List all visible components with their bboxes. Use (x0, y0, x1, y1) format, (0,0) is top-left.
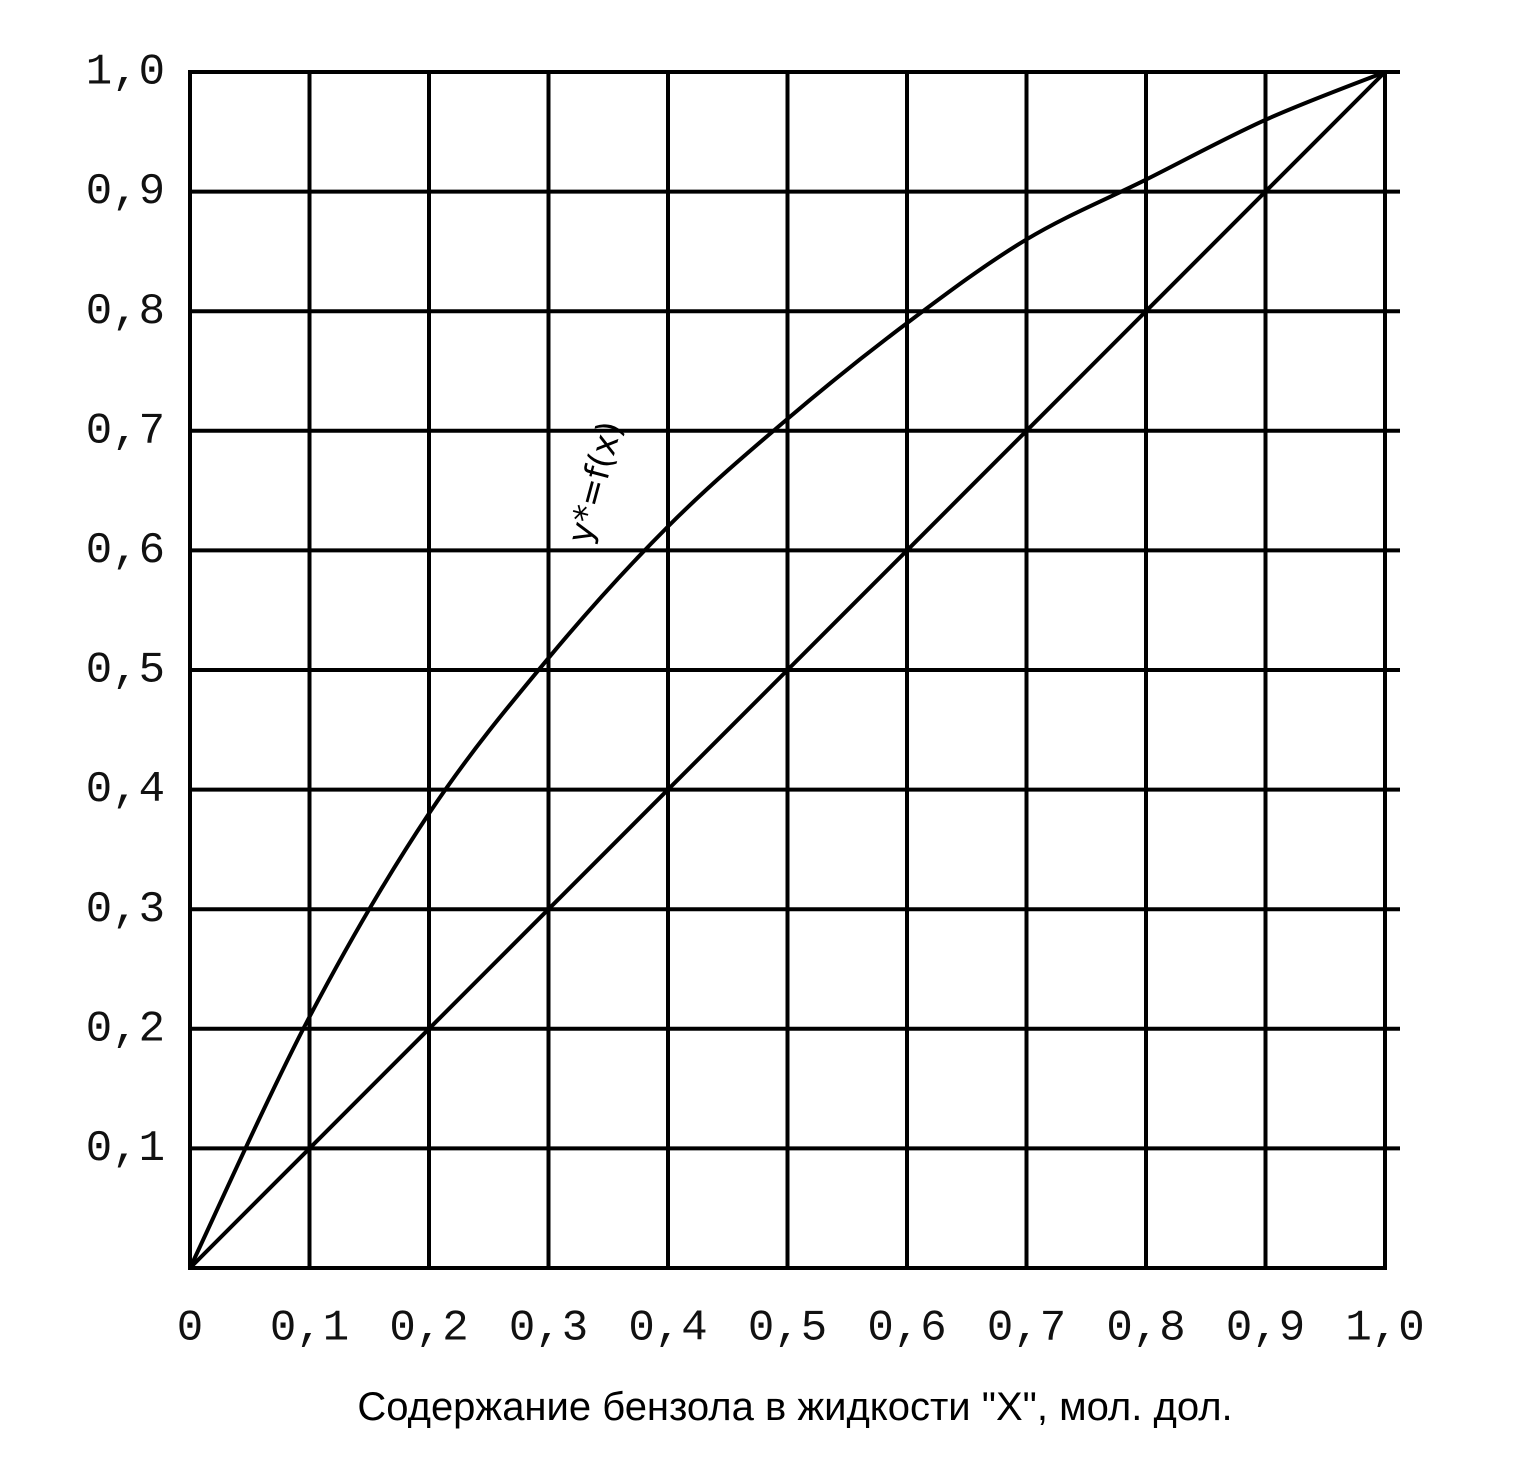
y-tick-label: 0,3 (86, 885, 165, 935)
y-tick-label: 0,6 (86, 526, 165, 576)
y-tick-label: 0,9 (86, 167, 165, 217)
x-tick-label: 0,6 (867, 1304, 946, 1354)
y-tick-label: 0,4 (86, 765, 165, 815)
x-tick-label: 0,9 (1226, 1304, 1305, 1354)
x-tick-label: 0,3 (509, 1304, 588, 1354)
x-tick-label: 0 (177, 1304, 203, 1354)
data-line (188, 70, 1387, 1270)
y-tick-label: 0,5 (86, 646, 165, 696)
x-tick-label: 0,2 (389, 1304, 468, 1354)
y-tick-label: 1,0 (86, 48, 165, 98)
y-tick-label: 0,7 (86, 406, 165, 456)
x-tick-label: 0,4 (628, 1304, 707, 1354)
y-tick-label: 0,8 (86, 287, 165, 337)
x-tick-label: 0,7 (987, 1304, 1066, 1354)
x-tick-label: 0,8 (1106, 1304, 1185, 1354)
data-line (188, 70, 1386, 1269)
y-tick-label: 0,1 (86, 1124, 165, 1174)
x-axis-label: Содержание бензола в жидкости "X", мол. … (357, 1385, 1232, 1429)
x-tick-label: 0,5 (748, 1304, 827, 1354)
x-tick-label: 0,1 (270, 1304, 349, 1354)
y-tick-label: 0,2 (86, 1004, 165, 1054)
curve-annotation: y*=f(x) (560, 417, 631, 547)
x-tick-label: 1,0 (1345, 1304, 1424, 1354)
